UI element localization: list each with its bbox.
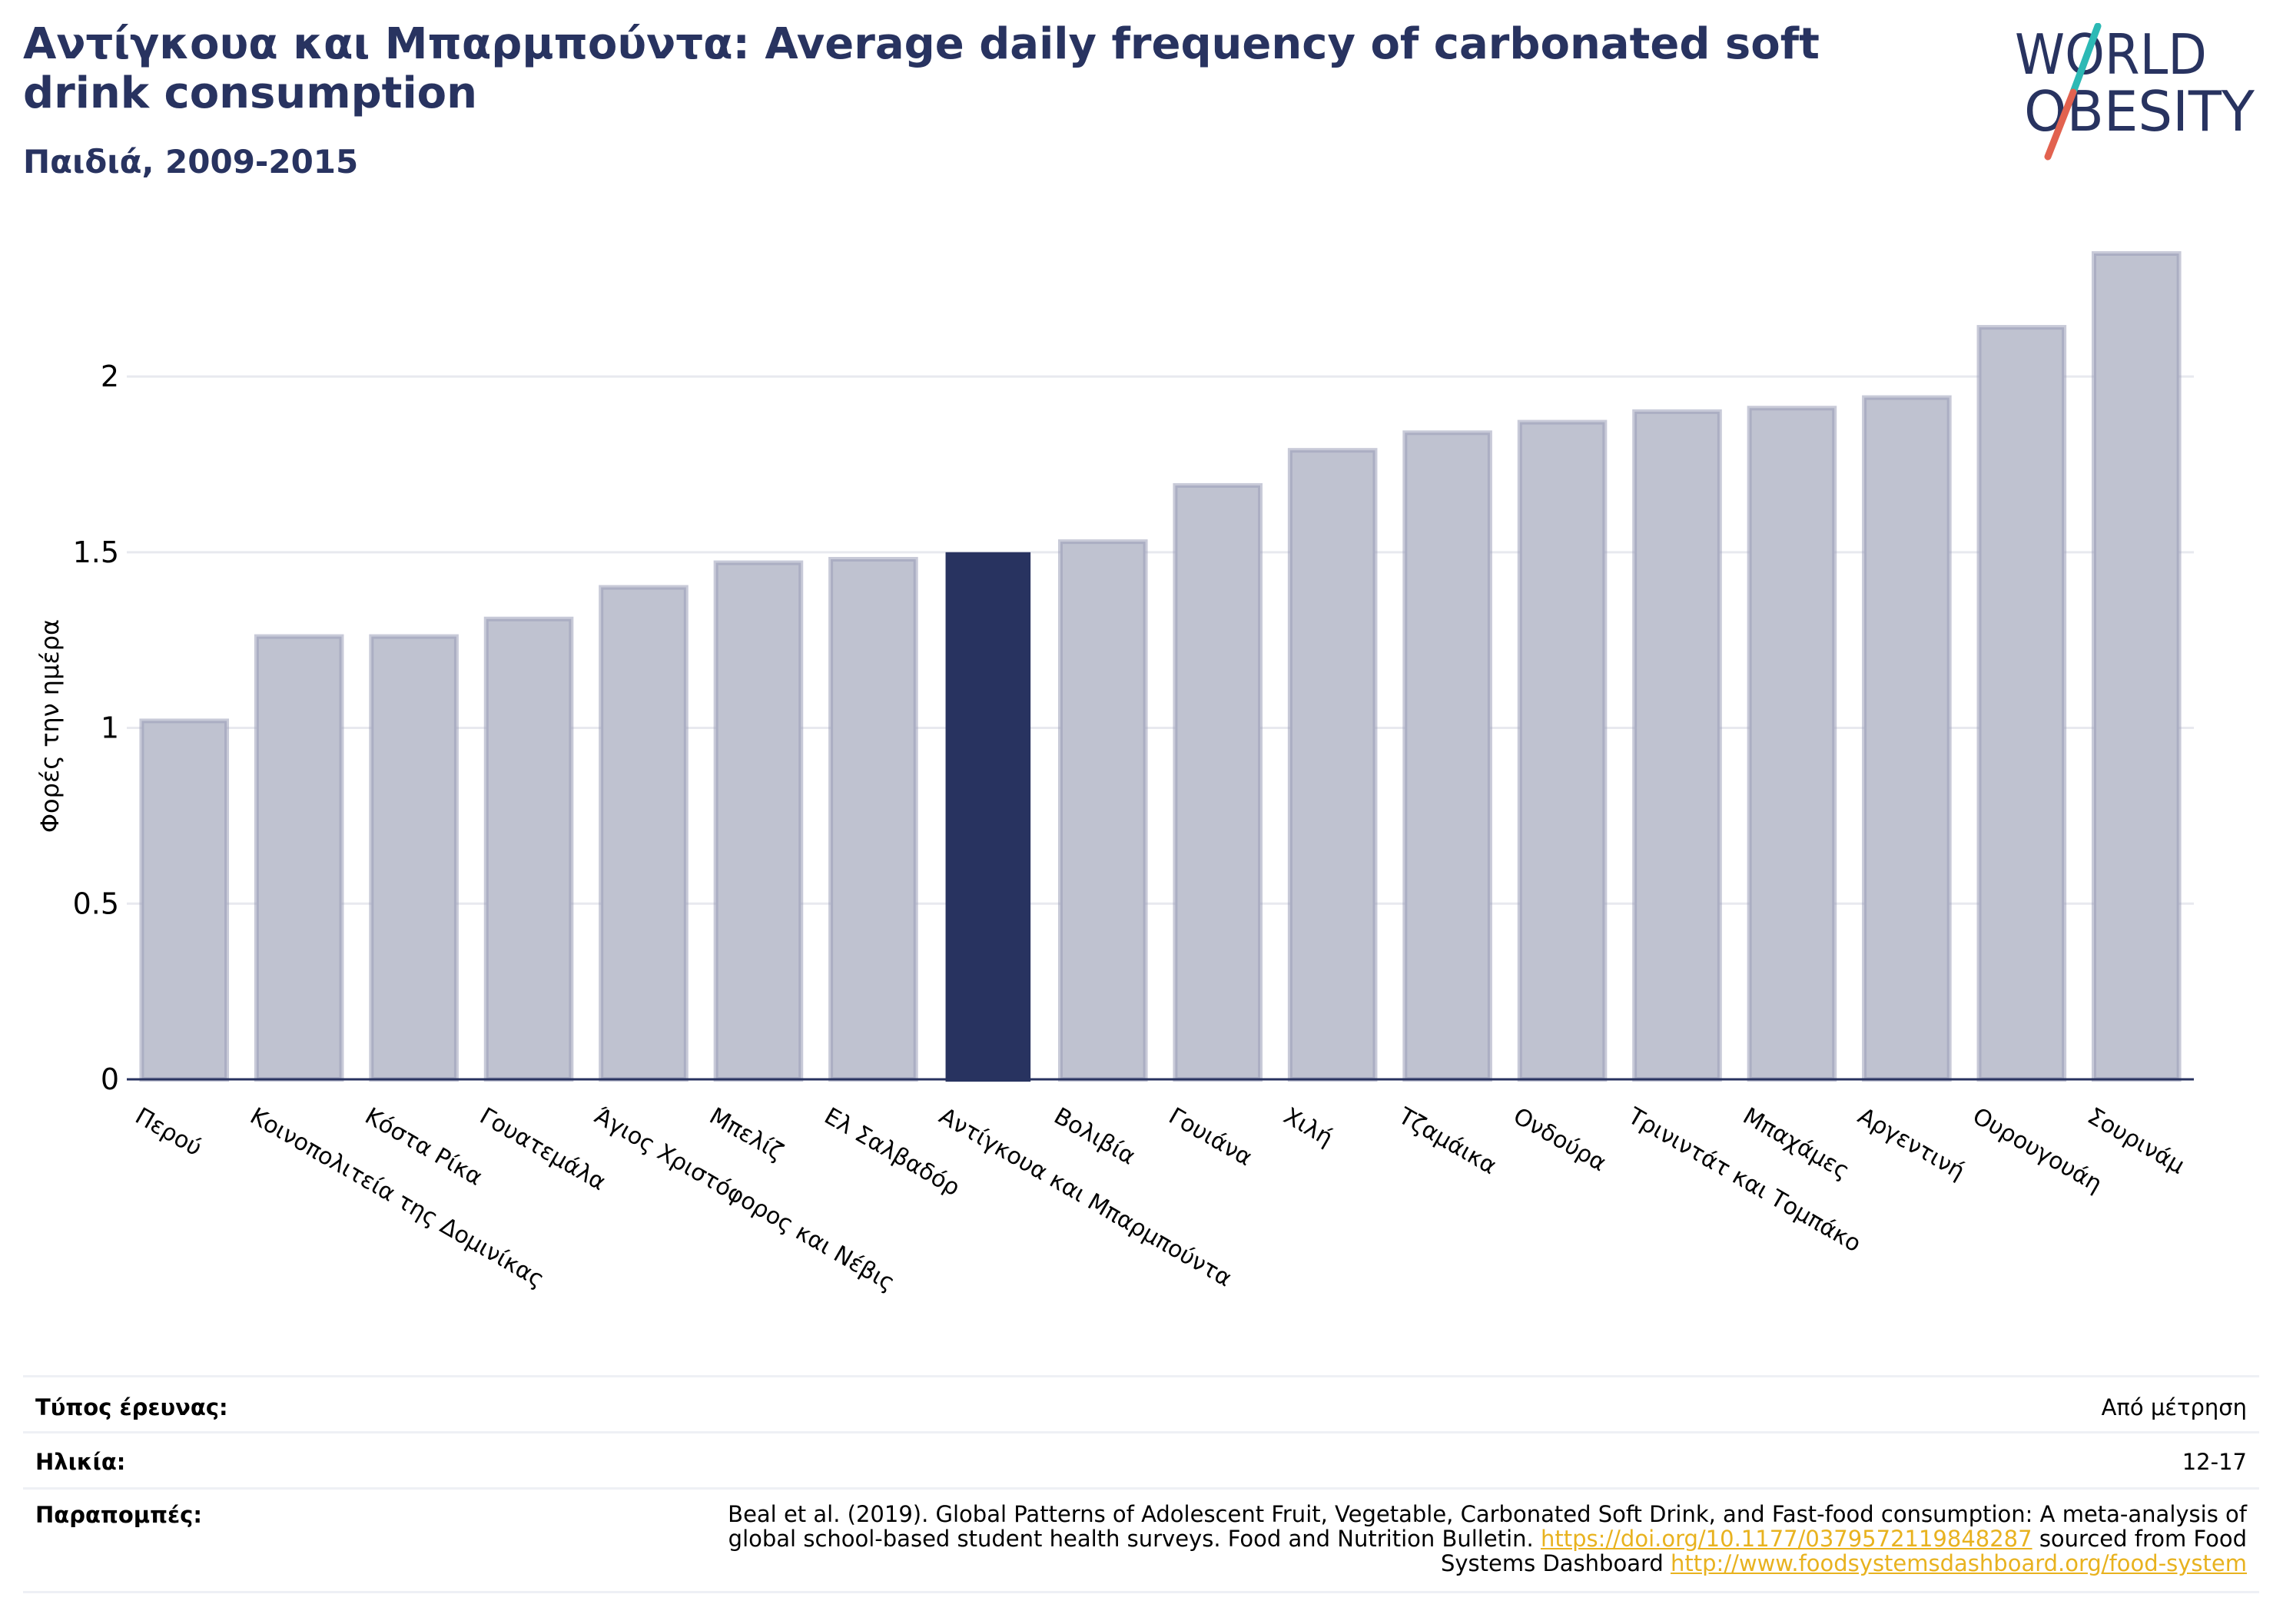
references-text-3: sourced from Food	[2039, 1526, 2247, 1552]
chart-subtitle: Παιδιά, 2009-2015	[23, 143, 359, 181]
bar-layer	[139, 251, 2182, 1082]
x-tick-label: Ονδούρα	[1508, 1102, 1611, 1177]
age-label: Ηλικία:	[35, 1449, 126, 1475]
bar	[713, 560, 804, 1082]
bar	[1747, 406, 1837, 1082]
x-tick-label: Αργεντινή	[1853, 1102, 1969, 1185]
bar	[139, 718, 230, 1082]
references-value: Beal et al. (2019). Global Patterns of A…	[556, 1502, 2247, 1576]
bar	[1287, 448, 1378, 1082]
bar	[483, 616, 574, 1082]
doi-link[interactable]: https://doi.org/10.1177/0379572119848287	[1540, 1526, 2032, 1552]
bar	[2091, 251, 2182, 1082]
x-tick-label: Μπελίζ	[705, 1102, 788, 1166]
metadata-table: Τύπος έρευνας: Από μέτρηση Ηλικία: 12-17…	[23, 1375, 2259, 1593]
world-obesity-logo: WORLD OBESITY	[2015, 23, 2255, 161]
y-tick-label: 0	[101, 1062, 119, 1096]
bar	[1632, 409, 1722, 1082]
references-line-3: Systems Dashboard http://www.foodsystems…	[556, 1551, 2247, 1576]
y-tick-label: 2	[101, 360, 119, 393]
x-tick-label: Χιλή	[1279, 1102, 1337, 1152]
chart-title: Αντίγκουα και Μπαρμπούντα: Average daily…	[23, 19, 1820, 118]
y-tick-label: 0.5	[73, 887, 119, 920]
references-text-2: global school-based student health surve…	[728, 1526, 1534, 1552]
y-tick-label: 1.5	[73, 535, 119, 569]
x-tick-label: Βολιβία	[1049, 1102, 1140, 1170]
bar	[369, 634, 459, 1082]
x-tick-label: Ουρουγουάη	[1968, 1102, 2106, 1198]
bar	[1862, 395, 1952, 1082]
bar	[828, 556, 918, 1082]
x-tick-label: Τζαμάικα	[1393, 1102, 1501, 1180]
bar	[1976, 325, 2067, 1082]
y-axis-label: Φορές την ημέρα	[35, 619, 65, 833]
bar	[1057, 539, 1148, 1082]
logo-slash-bottom	[2044, 88, 2077, 161]
bar	[1517, 419, 1608, 1082]
meta-row-survey-type: Τύπος έρευνας: Από μέτρηση	[23, 1375, 2259, 1431]
dashboard-link[interactable]: http://www.foodsystemsdashboard.org/food…	[1671, 1550, 2247, 1576]
x-tick-label: Περού	[131, 1102, 207, 1162]
references-line-2: global school-based student health surve…	[556, 1526, 2247, 1551]
age-value: 12-17	[2182, 1449, 2247, 1475]
bar	[599, 585, 689, 1082]
meta-row-age: Ηλικία: 12-17	[23, 1431, 2259, 1487]
references-line-1: Beal et al. (2019). Global Patterns of A…	[728, 1501, 2247, 1527]
x-tick-label: Γουιάνα	[1164, 1102, 1256, 1172]
bar	[1173, 482, 1263, 1082]
meta-row-references: Παραπομπές: Beal et al. (2019). Global P…	[23, 1487, 2259, 1593]
bar	[254, 634, 344, 1082]
grid-layer	[127, 375, 2194, 905]
survey-type-label: Τύπος έρευνας:	[35, 1394, 228, 1420]
bar-highlighted	[945, 552, 1031, 1082]
x-tick-label: Σουρινάμ	[2082, 1102, 2188, 1179]
bar	[1402, 430, 1492, 1082]
logo-slash-top	[2069, 23, 2102, 96]
references-label: Παραπομπές:	[35, 1502, 202, 1528]
logo-line-world: WORLD	[2015, 23, 2207, 87]
references-text-4: Systems Dashboard	[1440, 1550, 1664, 1576]
survey-type-value: Από μέτρηση	[2101, 1394, 2247, 1420]
y-tick-label: 1	[101, 711, 119, 745]
x-tick-label: Γουατεμάλα	[475, 1102, 610, 1196]
